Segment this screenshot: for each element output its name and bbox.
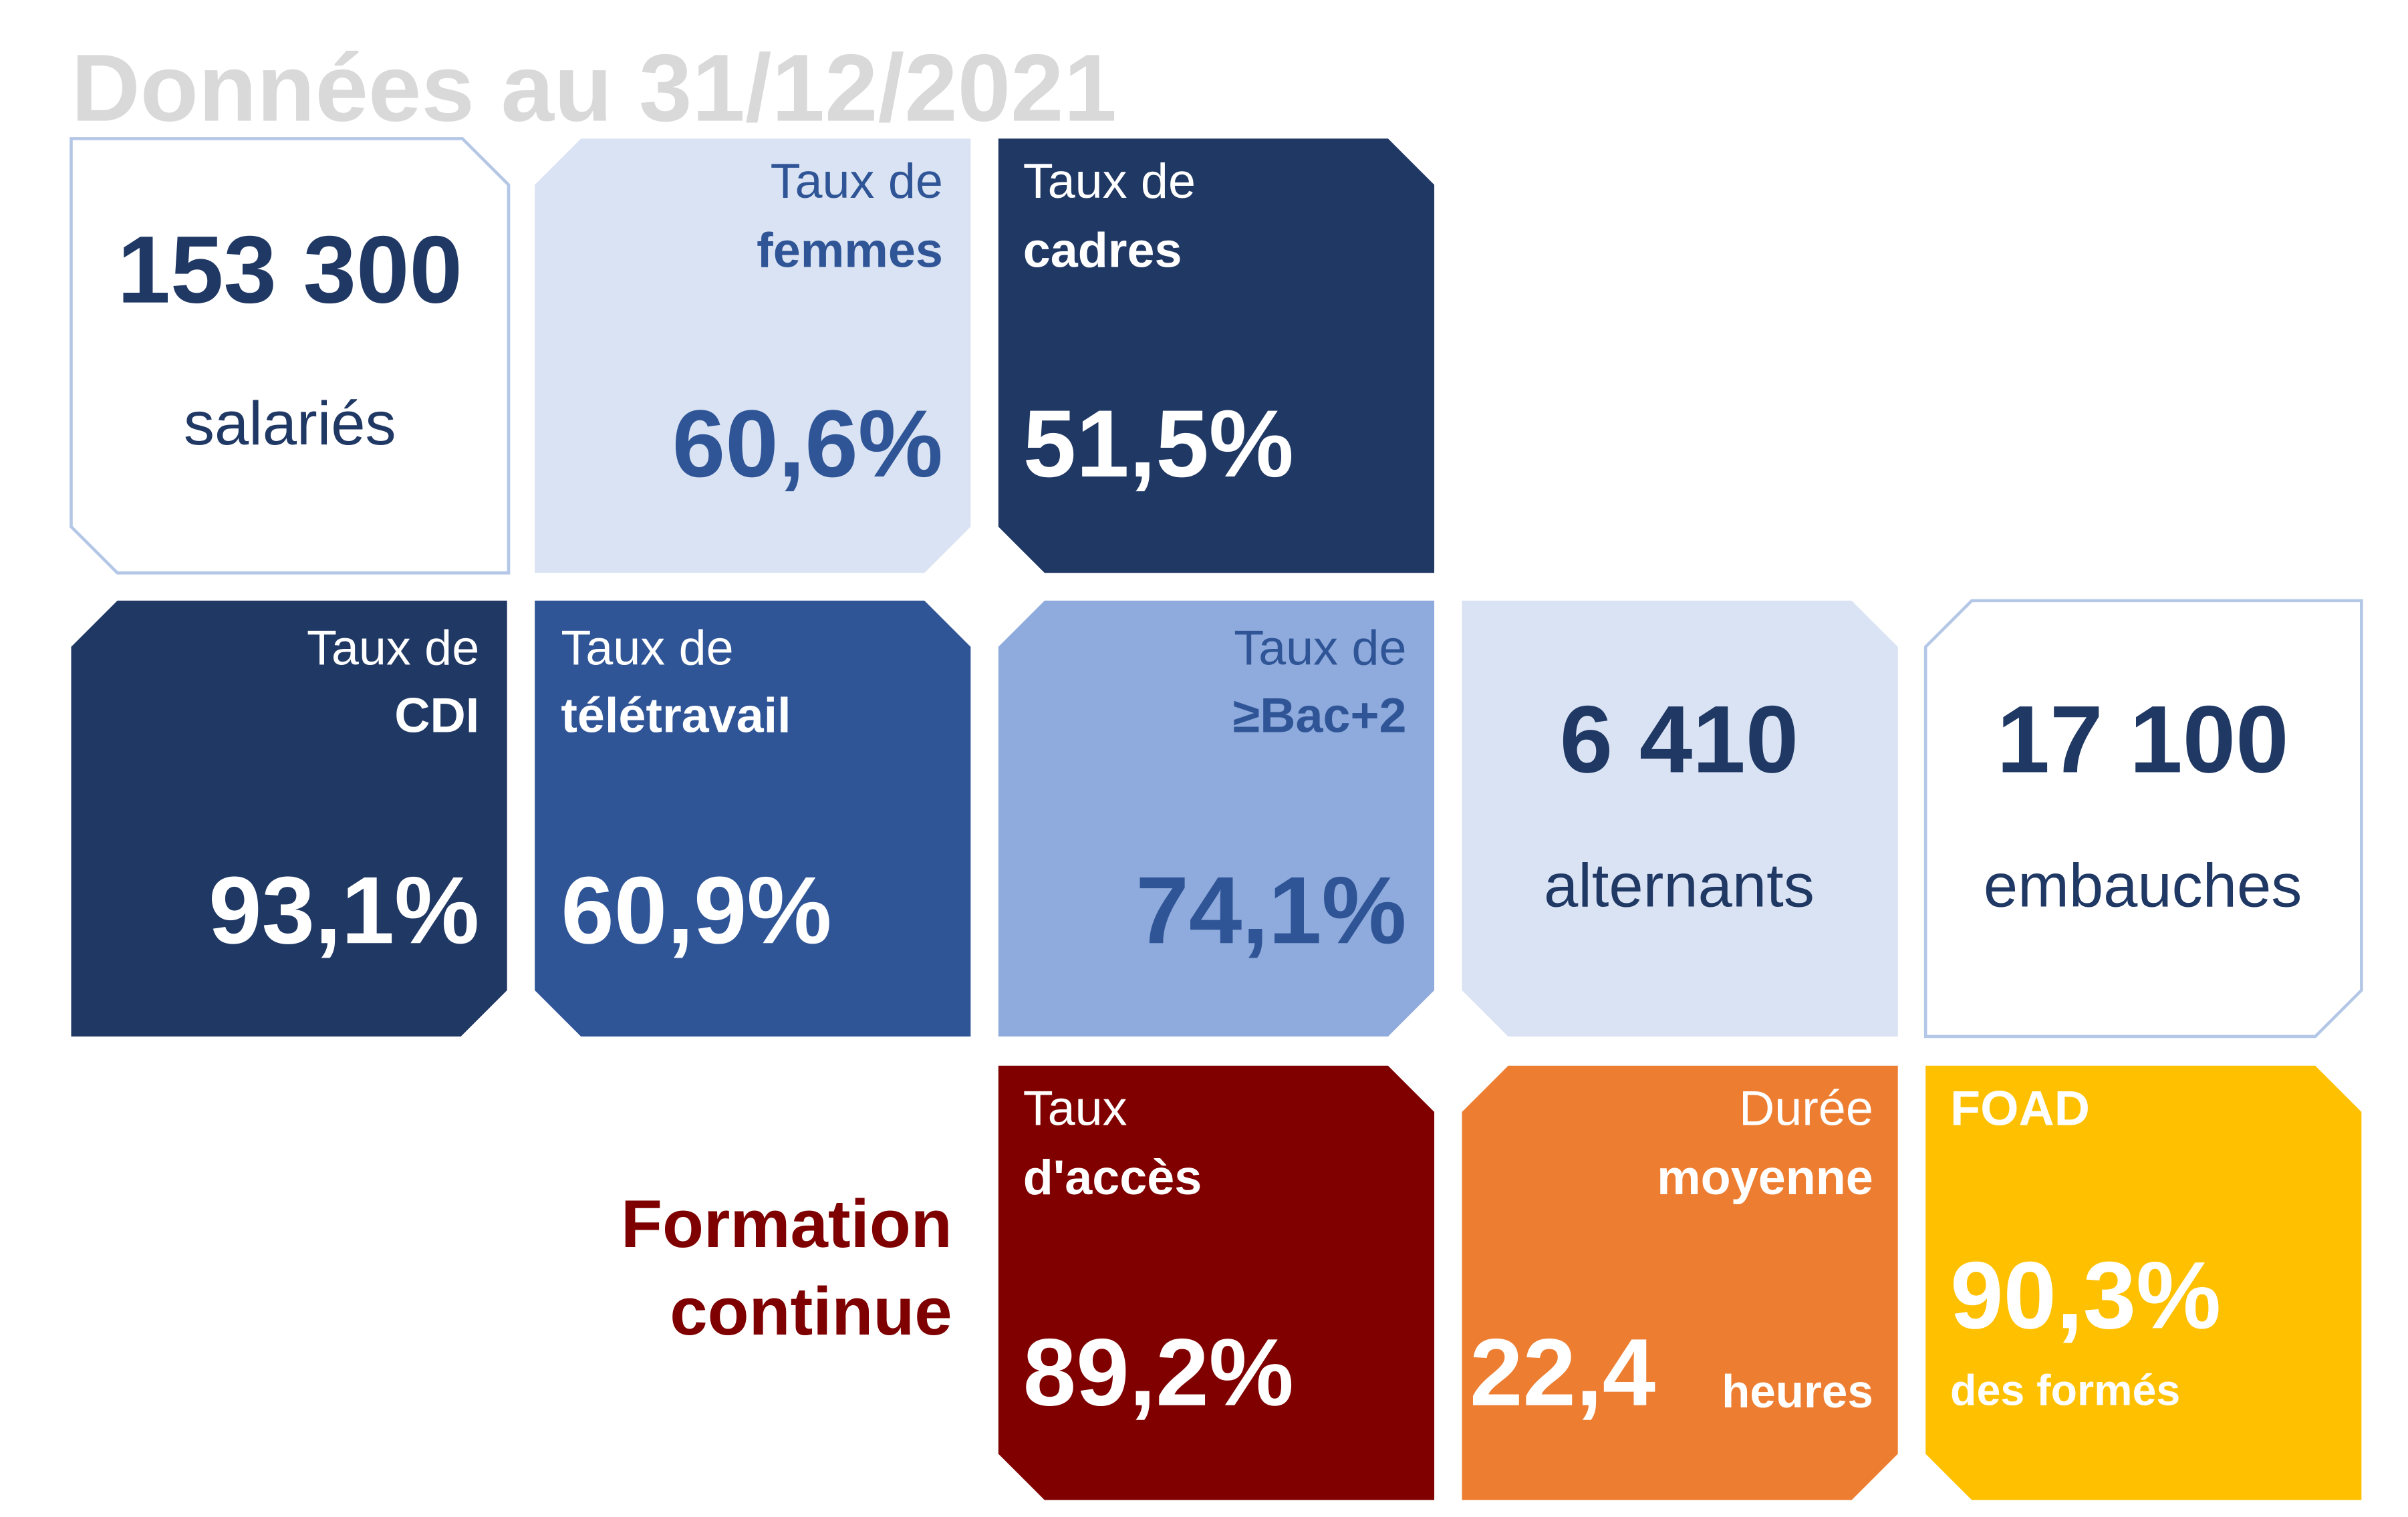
tile-label: Taux de (307, 619, 479, 675)
tile-label: Durée (1739, 1080, 1873, 1135)
tile-label: cadres (1023, 223, 1182, 278)
tile-label: femmes (757, 223, 943, 278)
tile-label: Taux (1023, 1080, 1127, 1135)
tile-value: 90,3% (1950, 1242, 2221, 1349)
tile-value: 51,5% (1023, 391, 1294, 497)
tile-value: 22,4 (1470, 1320, 1655, 1426)
tile-value: 60,6% (672, 391, 943, 497)
tile (998, 600, 1435, 1037)
tile (70, 137, 511, 575)
tile-value: 93,1% (209, 857, 479, 964)
tile (998, 138, 1435, 573)
title: Données au 31/12/2021 (71, 35, 1117, 142)
tile (1923, 599, 2363, 1039)
tile-value: 60,9% (561, 857, 831, 964)
tile-label: CDI (394, 688, 479, 743)
section-label: Formation (621, 1186, 952, 1262)
tile-unit: heures (1722, 1365, 1873, 1417)
tile-label: télétravail (561, 688, 791, 743)
tile-label: FOAD (1950, 1080, 2090, 1135)
tile (71, 600, 507, 1037)
tile-caption: embauches (1984, 851, 2302, 920)
tile (535, 138, 971, 573)
tile (1462, 1065, 1898, 1500)
section-label: continue (670, 1274, 952, 1349)
tile-label: Taux de (1234, 619, 1406, 675)
tile-value: 17 100 (1997, 686, 2289, 793)
tile-label: Taux de (561, 619, 733, 675)
tile-label: moyenne (1657, 1149, 1873, 1205)
tile-value: 74,1% (1135, 857, 1406, 964)
tile-caption: salariés (184, 389, 396, 458)
tile-value: 153 300 (118, 217, 462, 323)
tile-label: d'accès (1023, 1149, 1202, 1205)
tile (1925, 1065, 2362, 1500)
tile-value: 6 410 (1560, 686, 1799, 793)
tile-caption: des formés (1950, 1367, 2180, 1415)
tile-caption: alternants (1544, 851, 1815, 920)
tile (998, 1065, 1435, 1500)
tile-label: Taux de (771, 153, 943, 209)
tile-label: Taux de (1023, 153, 1196, 209)
tile (535, 600, 971, 1037)
tile-value: 89,2% (1023, 1320, 1294, 1426)
tile (1462, 600, 1898, 1037)
tile-label: ≥Bac+2 (1233, 688, 1407, 743)
